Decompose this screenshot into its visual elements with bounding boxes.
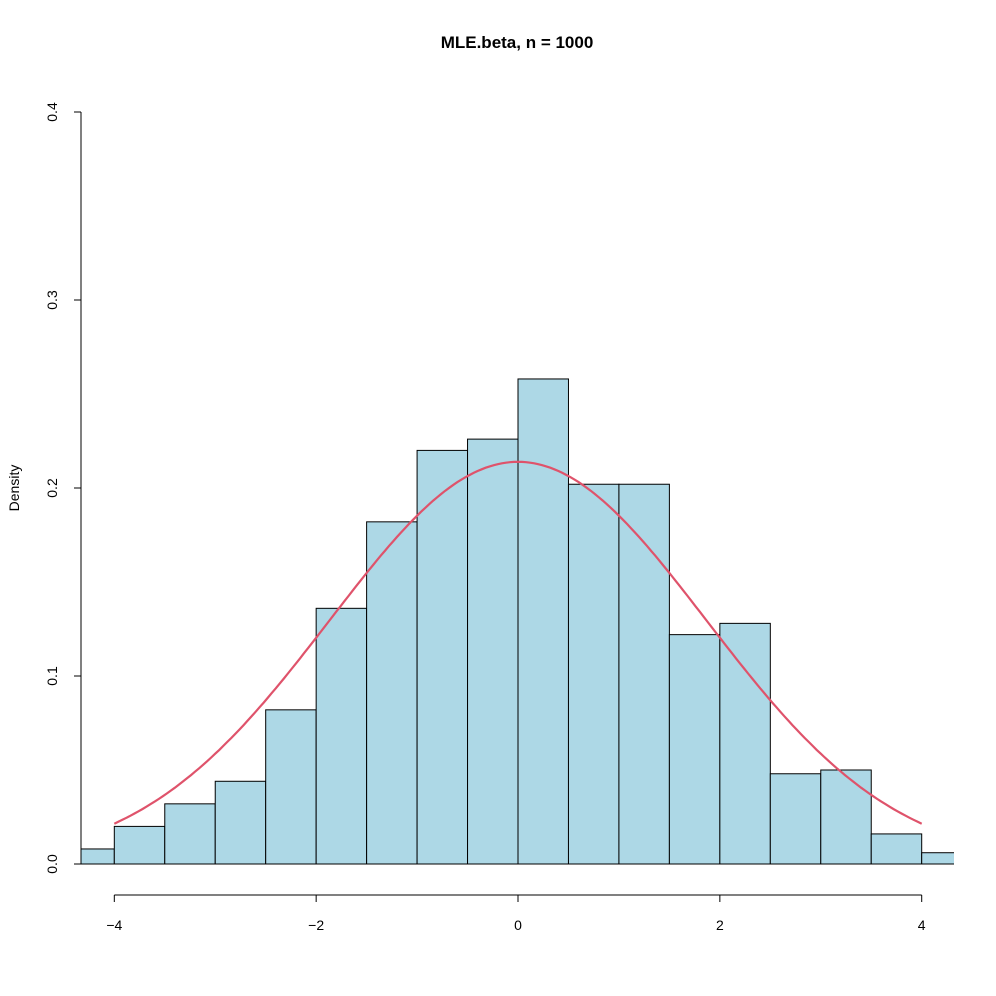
y-axis-label: Density <box>6 465 22 512</box>
x-tick-label: −2 <box>308 917 324 933</box>
histogram-bar <box>467 438 519 865</box>
x-axis: −4 −2 0 2 4 <box>106 894 926 933</box>
histogram-bar <box>567 483 620 865</box>
histogram-bar <box>265 709 317 865</box>
y-tick-label: 0.1 <box>44 666 60 686</box>
y-tick-label: 0.4 <box>44 102 60 122</box>
histogram-bar <box>668 634 721 865</box>
chart-title: MLE.beta, n = 1000 <box>441 33 594 52</box>
histogram-bar <box>113 825 166 865</box>
x-tick-label: 0 <box>514 917 522 933</box>
histogram-bar <box>315 607 368 865</box>
normal-density-curve <box>113 460 923 825</box>
y-tick-label: 0.0 <box>44 854 60 874</box>
histogram-bar <box>366 521 418 865</box>
y-tick-label: 0.2 <box>44 478 60 498</box>
histogram-bar <box>618 483 670 865</box>
x-tick-label: 4 <box>918 917 926 933</box>
histogram-bar <box>769 773 822 865</box>
x-tick-label: −4 <box>106 917 122 933</box>
histogram-bar <box>416 449 469 865</box>
histogram-bar <box>517 378 569 865</box>
histogram-bar <box>719 622 771 865</box>
y-tick-label: 0.3 <box>44 290 60 310</box>
histogram-bar <box>921 852 954 865</box>
histogram-bar <box>870 833 923 865</box>
y-axis: 0.0 0.1 0.2 0.3 0.4 <box>44 102 82 874</box>
histogram-bar <box>214 780 267 865</box>
histogram-bar <box>81 848 115 865</box>
histogram-bar <box>164 803 216 865</box>
histogram-bar <box>820 769 872 865</box>
x-tick-label: 2 <box>716 917 724 933</box>
